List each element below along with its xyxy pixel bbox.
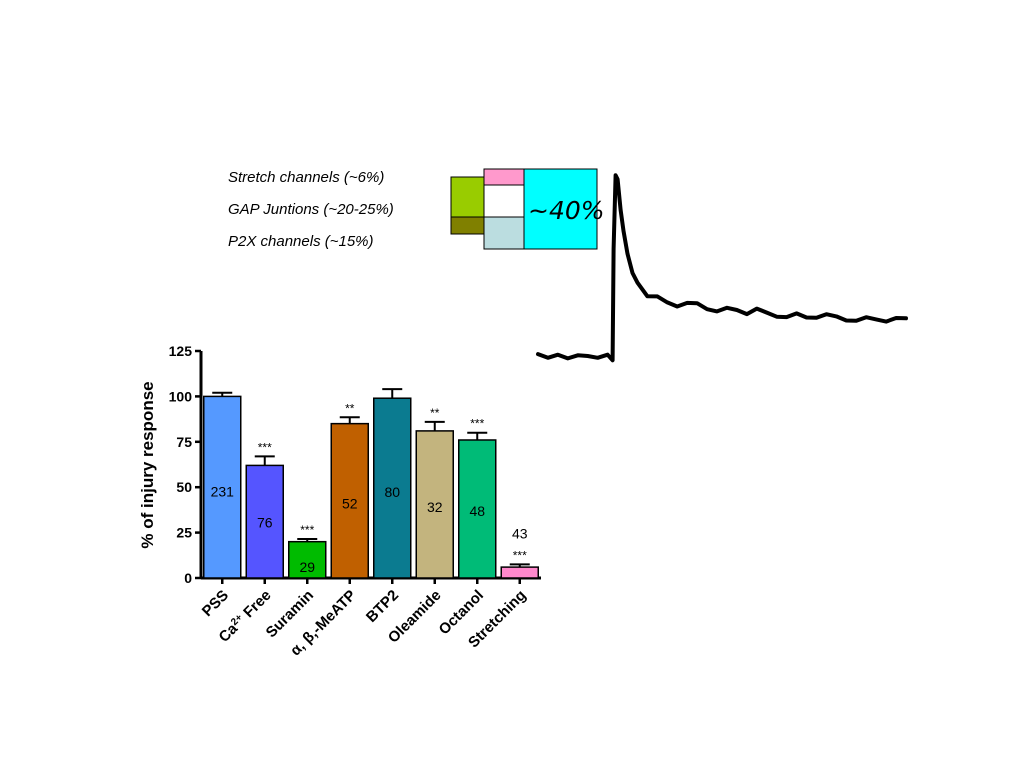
gap-block	[450, 176, 485, 218]
significance-label: ***	[470, 417, 484, 431]
n-label: 52	[342, 496, 358, 512]
y-tick-label: 125	[169, 343, 193, 359]
y-tick-label: 100	[169, 388, 193, 404]
y-axis-title: % of injury response	[138, 381, 157, 548]
channel-legend: Stretch channels (~6%) GAP Juntions (~20…	[228, 169, 394, 250]
n-label: 29	[299, 559, 315, 575]
n-label: 231	[211, 483, 235, 499]
y-tick-label: 0	[184, 570, 192, 586]
significance-label: ***	[513, 548, 527, 562]
bar	[288, 540, 327, 579]
n-label: 43	[512, 525, 528, 541]
svg-text:BTP2: BTP2	[363, 587, 402, 626]
n-label: 80	[384, 484, 400, 500]
p2x-block	[450, 216, 485, 235]
trace-line	[536, 173, 908, 363]
bar	[203, 395, 242, 579]
bar-chart: % of injury response 0 25 50 75 100 125 231 76…	[138, 343, 541, 659]
significance-label: **	[345, 401, 355, 415]
y-tick-label: 50	[176, 479, 192, 495]
category-label: BTP2	[363, 587, 402, 626]
bar	[458, 439, 497, 579]
proportion-diagram	[450, 168, 598, 250]
bar	[500, 566, 539, 579]
bar	[245, 464, 284, 579]
n-label: 76	[257, 514, 273, 530]
significance-label: **	[430, 406, 440, 420]
legend-label-p2x: P2X channels (~15%)	[228, 233, 374, 250]
white-block	[483, 184, 525, 218]
bars: 231 76 *** 29 *** 52 ** 80 32 ** 48 *** 43 ***	[203, 388, 539, 584]
bar	[373, 397, 412, 579]
n-label: 48	[469, 503, 485, 519]
y-tick-label: 25	[176, 525, 192, 541]
n-label: 32	[427, 499, 443, 515]
calcium-trace	[536, 173, 908, 363]
legend-label-stretch: Stretch channels (~6%)	[228, 169, 384, 186]
legend-label-gap: GAP Juntions (~20-25%)	[228, 201, 394, 218]
percent-label: ~40%	[528, 196, 605, 225]
bar	[415, 430, 454, 579]
significance-label: ***	[300, 523, 314, 537]
cyan-block	[523, 168, 598, 250]
bar	[330, 422, 369, 579]
category-label: PSS	[199, 587, 232, 620]
y-tick-label: 75	[176, 434, 192, 450]
light-blue-block	[483, 216, 525, 250]
stretch-block	[483, 168, 525, 186]
svg-text:PSS: PSS	[199, 587, 232, 620]
significance-label: ***	[258, 440, 272, 454]
